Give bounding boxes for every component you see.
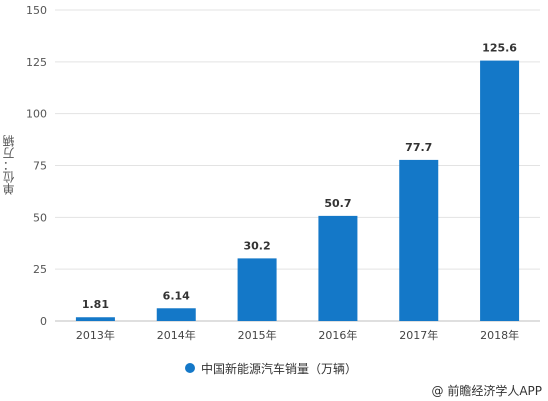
- y-tick-label: 150: [26, 4, 47, 17]
- source-credit: @ 前瞻经济学人APP: [431, 384, 543, 398]
- x-tick-label: 2016年: [318, 328, 357, 342]
- x-tick-label: 2015年: [238, 328, 277, 342]
- data-label: 6.14: [163, 289, 190, 302]
- bar: [237, 258, 277, 321]
- y-axis-title: 单位：万辆: [2, 135, 16, 195]
- y-tick-label: 75: [33, 160, 47, 173]
- data-label: 30.2: [244, 239, 271, 252]
- data-label: 1.81: [82, 298, 109, 311]
- x-tick-label: 2018年: [480, 328, 519, 342]
- bar: [399, 159, 439, 321]
- x-tick-label: 2013年: [76, 328, 115, 342]
- legend: 中国新能源汽车销量（万辆）: [185, 360, 357, 376]
- data-label: 77.7: [405, 141, 432, 154]
- y-tick-label: 25: [33, 263, 47, 276]
- legend-label: 中国新能源汽车销量（万辆）: [201, 361, 358, 376]
- x-tick-label: 2014年: [157, 328, 196, 342]
- bar: [318, 215, 358, 321]
- y-tick-label: 125: [26, 56, 47, 69]
- y-tick-label: 100: [26, 108, 47, 121]
- bar: [480, 60, 520, 322]
- x-tick-label: 2017年: [399, 328, 438, 342]
- y-tick-label: 0: [40, 315, 47, 328]
- bar: [156, 308, 196, 321]
- legend-marker-icon: [185, 363, 195, 373]
- y-tick-label: 50: [33, 211, 47, 224]
- data-label: 50.7: [324, 197, 351, 210]
- bar: [75, 317, 115, 321]
- data-label: 125.6: [482, 42, 517, 55]
